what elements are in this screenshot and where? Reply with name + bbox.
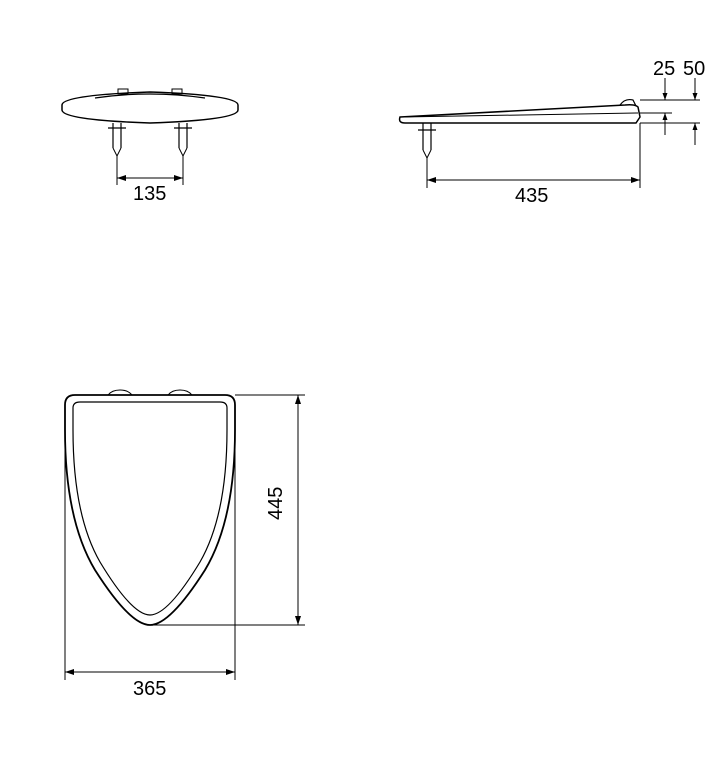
dim-width: 365 [133,678,166,700]
technical-drawing-canvas: 135 435 25 50 [0,0,720,780]
dim-length: 435 [515,185,548,207]
top-view: 445 365 [65,390,305,700]
dim-hinge-spacing: 135 [133,183,166,205]
dim-lid-thickness: 25 [653,58,675,80]
dim-total-height: 50 [683,58,705,80]
dim-depth: 445 [265,487,287,520]
front-hinge-left [108,123,126,156]
front-view: 135 [62,89,238,205]
side-view: 435 25 50 [400,58,706,207]
side-hinge-bolt [418,123,436,158]
drawing-svg: 135 435 25 50 [0,0,720,780]
front-hinge-right [174,123,192,156]
